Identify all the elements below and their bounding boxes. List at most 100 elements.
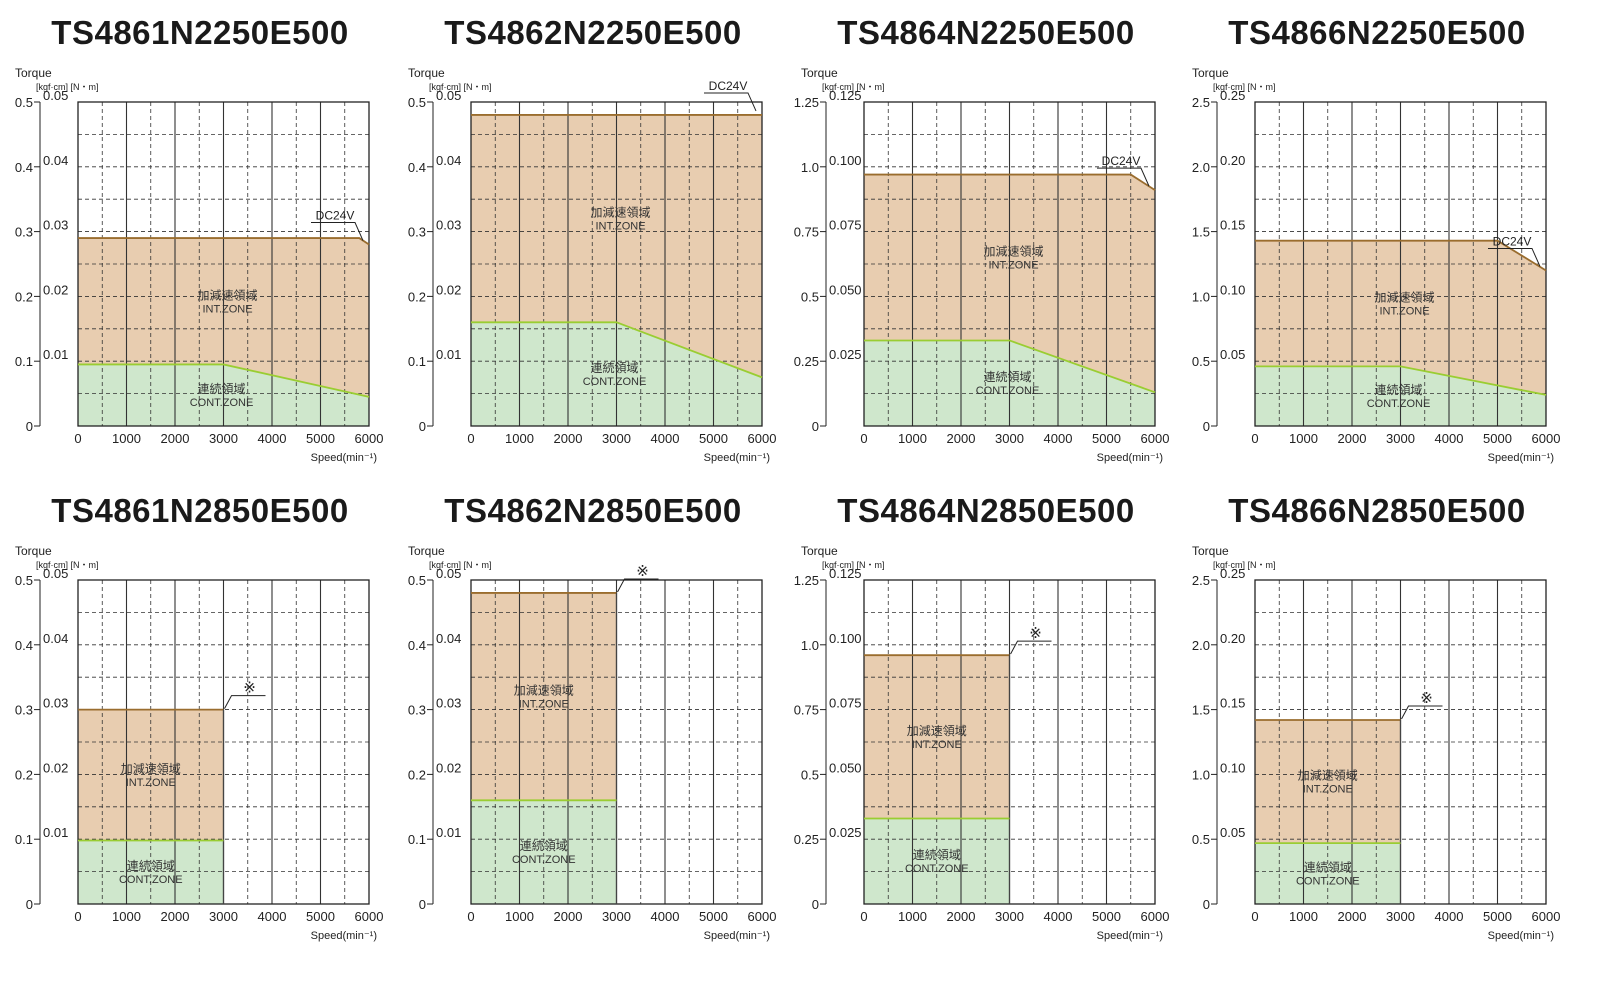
y-axis-label: Torque	[1192, 544, 1229, 558]
y-tick-label-kgfcm: 0.1	[15, 354, 33, 369]
cont-zone-line	[864, 339, 1156, 394]
x-tick-label: 3000	[995, 431, 1024, 446]
y-tick-label-nm: 0.02	[436, 282, 461, 297]
y-tick-label-kgfcm: 1.5	[1192, 225, 1210, 240]
y-axis-label: Torque	[15, 544, 52, 558]
x-axis-label: Speed(min⁻¹)	[311, 452, 377, 464]
y-tick-label-nm: 0.05	[43, 566, 68, 581]
x-tick-label: 0	[467, 909, 474, 924]
x-tick-label: 4000	[1435, 431, 1464, 446]
y-tick-label-nm: 0.05	[43, 88, 68, 103]
y-tick-label-kgfcm: 0.25	[794, 354, 819, 369]
y-tick-label-nm: 0.04	[43, 631, 68, 646]
x-tick-label: 1000	[1289, 909, 1318, 924]
y-tick-label-nm: 0.25	[1220, 566, 1245, 581]
int-zone-label-jp: 加減速領域	[197, 287, 257, 302]
x-tick-label: 2000	[1338, 909, 1367, 924]
x-tick-label: 2000	[554, 909, 583, 924]
cont-zone-label-en: CONT.ZONE	[190, 397, 254, 409]
y-tick-label-nm: 0.01	[43, 825, 68, 840]
int-zone-label-en: INT.ZONE	[519, 699, 569, 711]
annotation-leader	[1488, 247, 1541, 267]
y-tick-label-kgfcm: 1.5	[1192, 703, 1210, 718]
chart-panel: TS4864N2250E500 Torque [kgf·cm] [N・m] 0 0.2…	[786, 0, 1186, 490]
cont-zone-label-jp: 連続領域	[983, 369, 1031, 384]
y-tick-label-nm: 0.25	[1220, 88, 1245, 103]
int-zone-line	[78, 237, 370, 246]
y-tick-label-kgfcm: 0.1	[408, 354, 426, 369]
y-tick-label-kgfcm: 0.3	[408, 703, 426, 718]
cont-zone-label-en: CONT.ZONE	[583, 376, 647, 388]
x-axis-label: Speed(min⁻¹)	[1488, 930, 1554, 942]
cont-zone-label-jp: 連続領域	[197, 381, 245, 396]
chart-panel: TS4866N2250E500 Torque [kgf·cm] [N・m] 0 0.5…	[1177, 0, 1577, 490]
annotation-mark: ※	[243, 680, 256, 697]
annotation-leader	[1010, 640, 1052, 655]
y-tick-label-kgfcm: 0	[812, 419, 819, 434]
y-tick-label-kgfcm: 0.4	[408, 160, 426, 175]
y-tick-label-nm: 0.05	[436, 566, 461, 581]
y-axis-label: Torque	[408, 544, 445, 558]
x-tick-label: 4000	[651, 431, 680, 446]
chart-title: TS4864N2250E500	[837, 14, 1135, 51]
x-tick-label: 0	[1251, 431, 1258, 446]
y-tick-label-kgfcm: 0.5	[801, 289, 819, 304]
cont-zone-line	[471, 321, 763, 379]
x-tick-label: 0	[860, 431, 867, 446]
cont-zone-label-en: CONT.ZONE	[1296, 876, 1360, 888]
x-tick-label: 2000	[161, 431, 190, 446]
x-tick-label: 1000	[112, 909, 141, 924]
y-tick-label-kgfcm: 0.2	[15, 767, 33, 782]
x-tick-label: 2000	[947, 431, 976, 446]
y-tick-label-nm: 0.03	[43, 696, 68, 711]
y-tick-label-kgfcm: 0	[419, 419, 426, 434]
chart-svg: Torque [kgf·cm] [N・m] 0 0.1 0.2 0.3 0.4 0.5 0.01…	[15, 66, 384, 464]
x-tick-label: 5000	[306, 431, 335, 446]
int-zone-line	[1255, 239, 1547, 272]
x-tick-label: 1000	[898, 431, 927, 446]
y-tick-label-nm: 0.075	[829, 696, 862, 711]
x-tick-label: 5000	[306, 909, 335, 924]
y-tick-label-kgfcm: 0.5	[408, 573, 426, 588]
y-axis-units: [kgf·cm] [N・m]	[36, 82, 99, 92]
chart-svg: Torque [kgf·cm] [N・m] 0 0.1 0.2 0.3 0.4 0.5 0.01…	[408, 544, 777, 942]
x-tick-label: 5000	[1092, 431, 1121, 446]
x-tick-label: 4000	[651, 909, 680, 924]
y-tick-label-nm: 0.050	[829, 760, 862, 775]
y-tick-label-kgfcm: 0	[1203, 897, 1210, 912]
x-tick-label: 3000	[1386, 909, 1415, 924]
y-axis-units: [kgf·cm] [N・m]	[36, 560, 99, 570]
int-zone-label-jp: 加減速領域	[121, 761, 181, 776]
x-axis-label: Speed(min⁻¹)	[1097, 452, 1163, 464]
chart-title: TS4866N2250E500	[1228, 14, 1526, 51]
y-tick-label-kgfcm: 0	[26, 897, 33, 912]
x-tick-label: 1000	[505, 909, 534, 924]
annotation-leader	[1401, 705, 1443, 720]
y-tick-label-kgfcm: 0.3	[408, 225, 426, 240]
x-tick-label: 5000	[1483, 431, 1512, 446]
y-tick-label-kgfcm: 2.5	[1192, 95, 1210, 110]
annotation-mark: ※	[1029, 625, 1042, 642]
int-zone-line	[864, 173, 1156, 191]
x-tick-label: 4000	[258, 431, 287, 446]
y-tick-label-nm: 0.04	[436, 631, 461, 646]
y-tick-label-nm: 0.03	[436, 218, 461, 233]
y-tick-label-kgfcm: 0.5	[15, 573, 33, 588]
int-zone-label-en: INT.ZONE	[202, 303, 252, 315]
chart-title: TS4866N2850E500	[1228, 492, 1526, 529]
y-tick-label-nm: 0.01	[436, 825, 461, 840]
chart-title: TS4861N2250E500	[51, 14, 349, 51]
x-tick-label: 6000	[1532, 909, 1561, 924]
y-tick-label-nm: 0.125	[829, 566, 862, 581]
int-zone-label-jp: 加減速領域	[1374, 290, 1434, 305]
x-tick-label: 5000	[699, 909, 728, 924]
y-tick-label-nm: 0.100	[829, 631, 862, 646]
y-axis-units: [kgf·cm] [N・m]	[1213, 560, 1276, 570]
cont-zone-area	[1255, 843, 1401, 904]
y-tick-label-kgfcm: 1.25	[794, 573, 819, 588]
y-tick-label-nm: 0.075	[829, 218, 862, 233]
y-tick-label-kgfcm: 0.4	[408, 638, 426, 653]
chart-panel: TS4862N2850E500 Torque [kgf·cm] [N・m] 0 0.1…	[393, 478, 793, 968]
annotation-leader	[704, 92, 757, 112]
x-tick-label: 0	[74, 431, 81, 446]
